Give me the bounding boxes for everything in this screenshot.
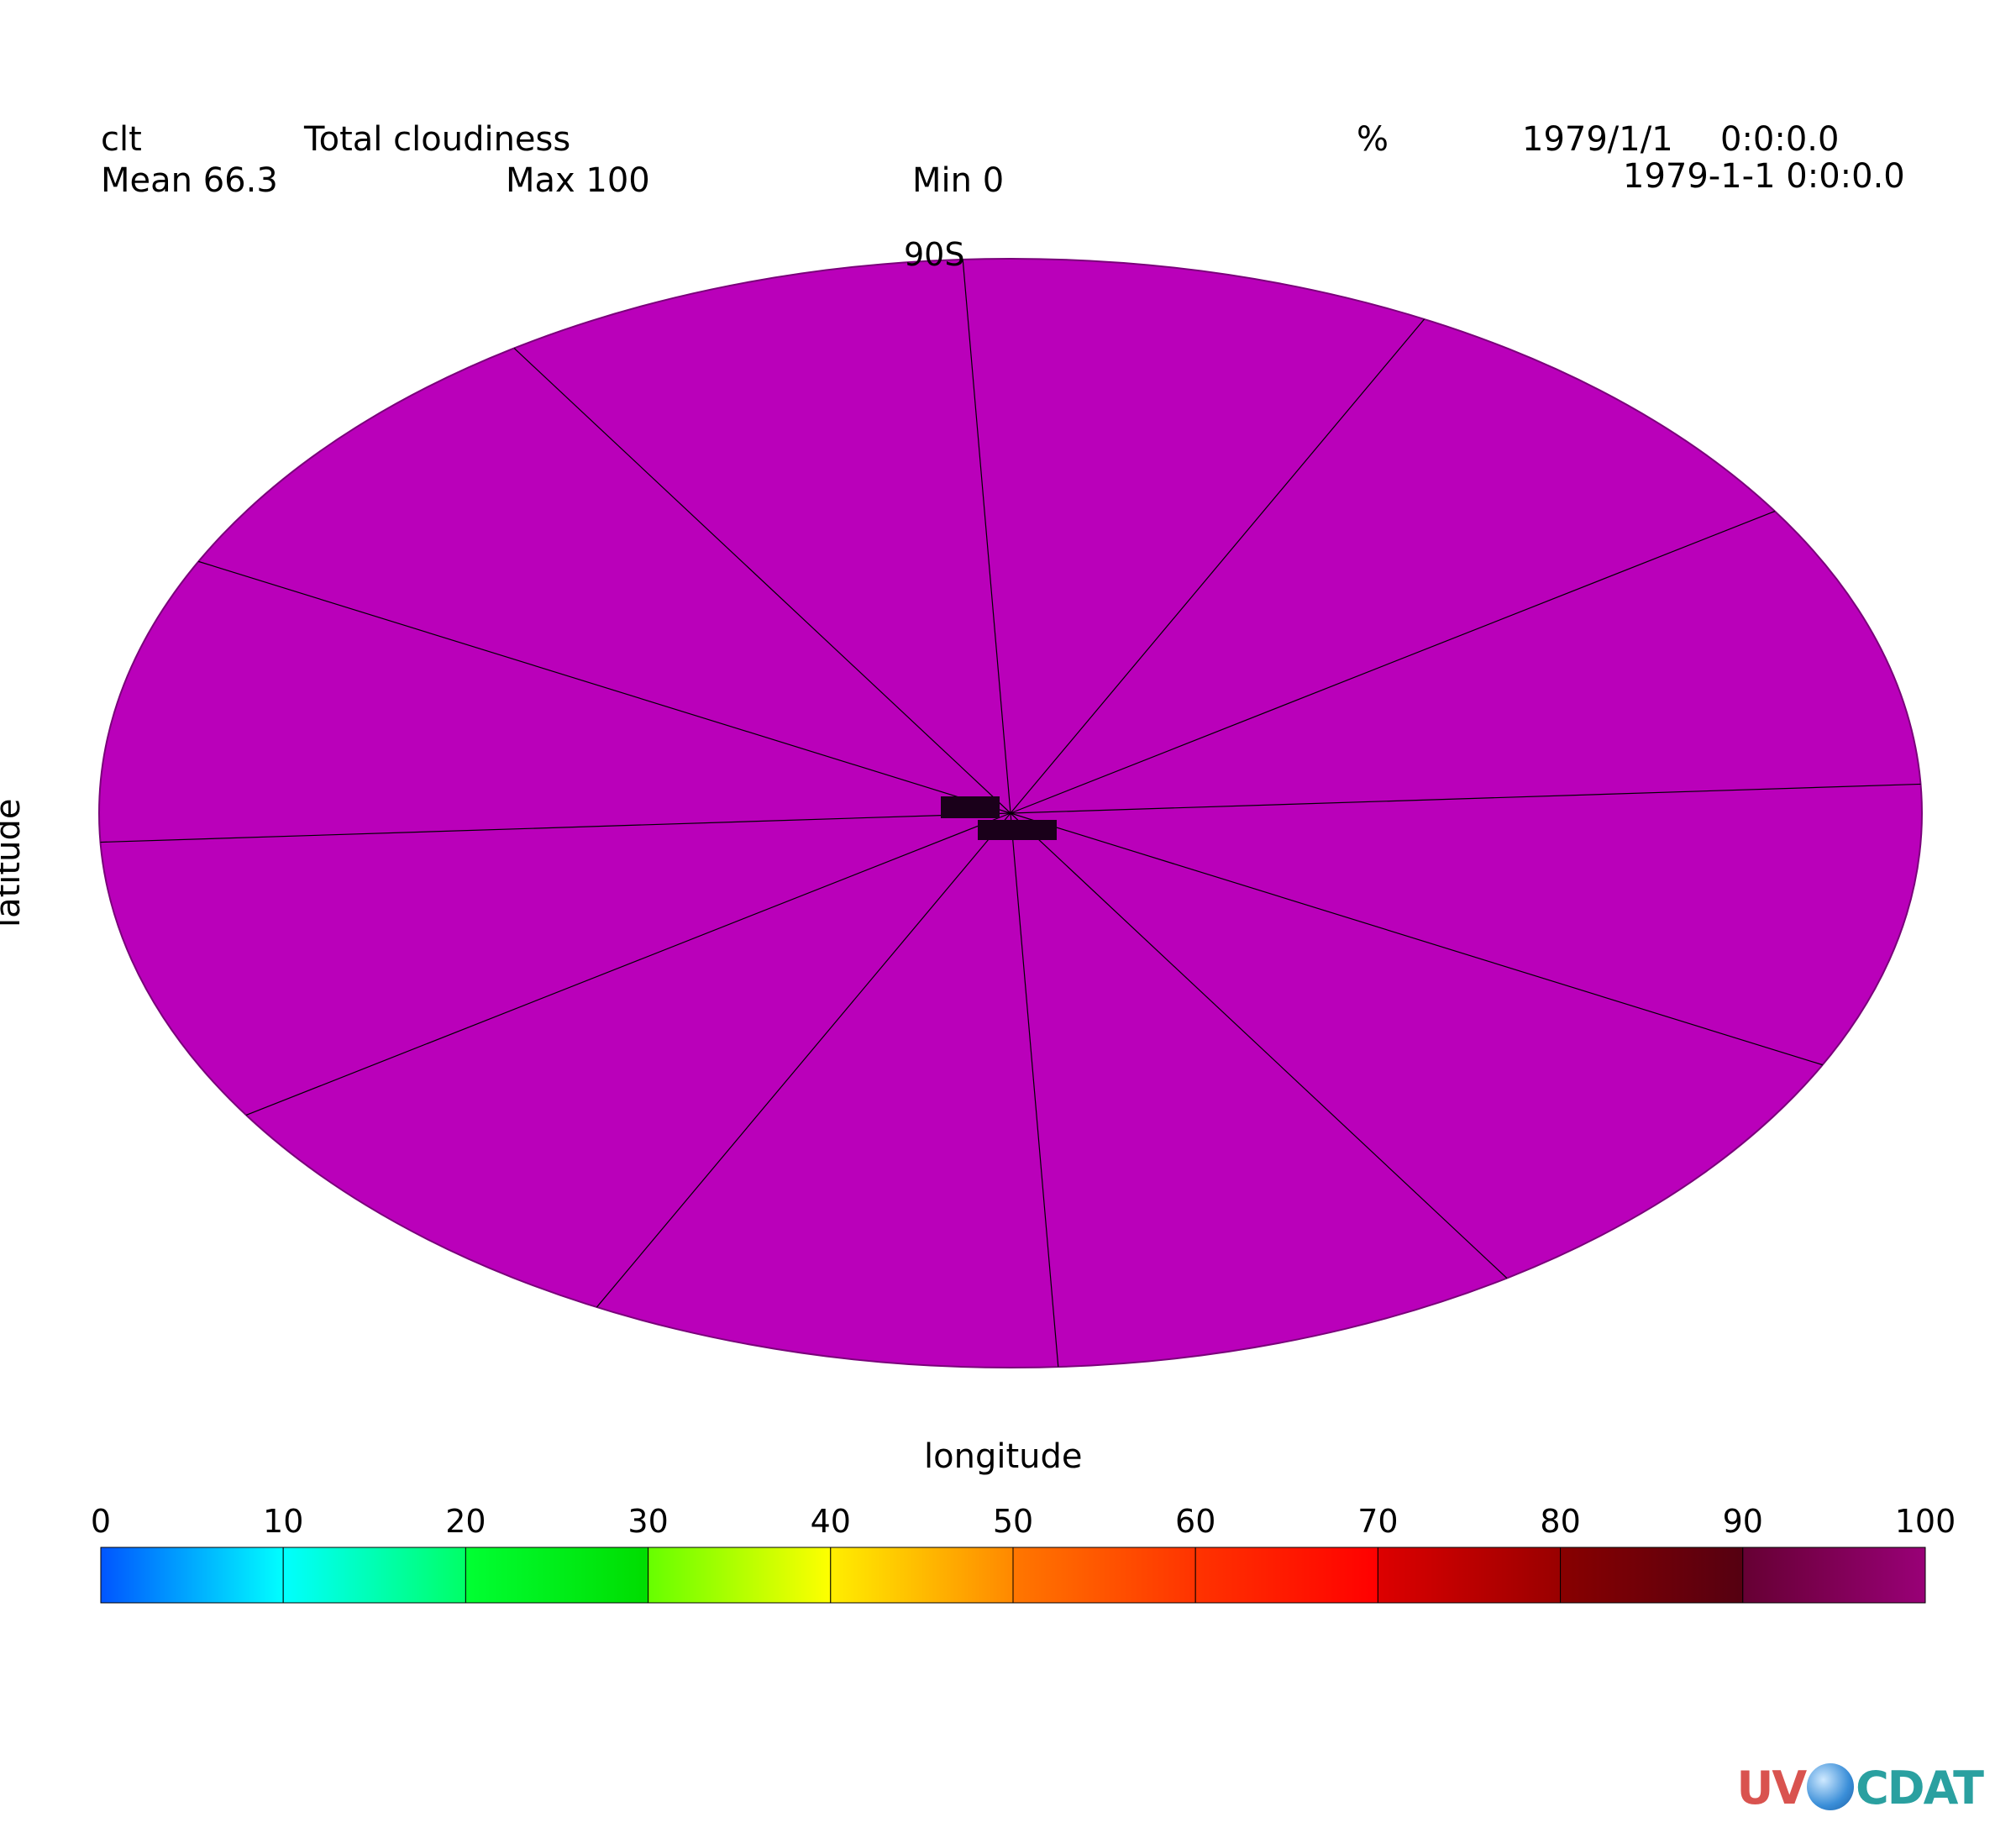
meridian-line <box>1010 783 1921 814</box>
meridian-line <box>1010 812 1059 1368</box>
pole-tick-label-cluster <box>941 796 1000 818</box>
datetime-label: 1979-1-1 0:0:0.0 <box>1623 157 1905 196</box>
date-label: 1979/1/1 <box>1522 120 1673 159</box>
y-axis-label: latitude <box>0 798 28 927</box>
meridian-line <box>962 259 1011 814</box>
logo-text-left: UV <box>1736 1762 1807 1815</box>
min-label: Min 0 <box>912 161 1005 200</box>
units-label: % <box>1357 120 1389 159</box>
time-label: 0:0:0.0 <box>1720 120 1840 159</box>
pole-tick-label-cluster <box>978 820 1057 840</box>
meridian-line <box>1010 812 1823 1066</box>
meridian-line <box>100 812 1011 843</box>
meridian-line <box>1010 812 1508 1279</box>
meridian-line <box>1010 510 1776 814</box>
meridian-line <box>245 812 1011 1116</box>
globe-icon <box>1807 1763 1855 1810</box>
pole-label: 90S <box>904 236 964 273</box>
logo-text-right: CDAT <box>1856 1762 1984 1815</box>
meridian-line <box>1010 318 1425 814</box>
max-label: Max 100 <box>506 161 650 200</box>
uvcdat-logo: UV CDAT <box>1736 1762 1984 1815</box>
meridian-line <box>513 348 1011 814</box>
meridian-line <box>198 560 1011 814</box>
variable-long-name: Total cloudiness <box>304 120 571 159</box>
variable-name: clt <box>101 120 142 159</box>
x-axis-label: longitude <box>924 1437 1083 1476</box>
mean-label: Mean 66.3 <box>101 161 278 200</box>
meridian-line <box>596 812 1011 1308</box>
